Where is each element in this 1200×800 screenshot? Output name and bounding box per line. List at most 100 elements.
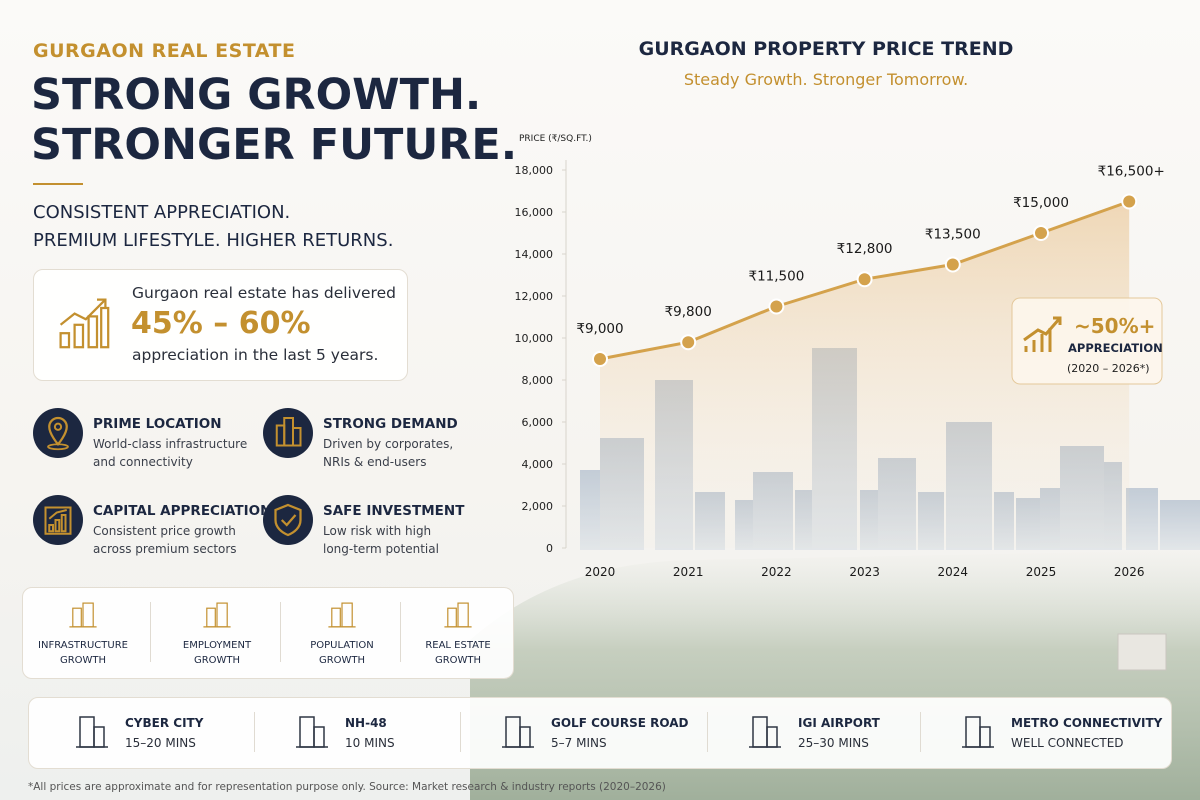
headline: STRONG GROWTH. xyxy=(31,70,482,120)
drivers-card xyxy=(22,587,514,679)
y-tick-label: 4,000 xyxy=(522,458,554,471)
chart-title: GURGAON PROPERTY PRICE TREND xyxy=(639,38,1014,60)
house xyxy=(1117,633,1167,671)
y-tick-label: 2,000 xyxy=(522,500,554,513)
feature-icon-glyph xyxy=(47,416,69,451)
feature-text: long-term potential xyxy=(323,542,439,556)
connectivity-time: 5–7 MINS xyxy=(551,736,607,750)
driver-icon xyxy=(325,598,359,632)
driver-label: GROWTH xyxy=(318,655,366,666)
growth-icon-glyph xyxy=(59,298,110,349)
value-label: ₹16,500+ xyxy=(1098,164,1165,180)
x-tick-label: 2021 xyxy=(673,565,704,579)
driver-icon-glyph xyxy=(69,602,97,628)
driver-label: GROWTH xyxy=(193,655,241,666)
connectivity-icon-glyph xyxy=(296,716,328,748)
feature-text: across premium sectors xyxy=(93,542,237,556)
driver-label: REAL ESTATE xyxy=(425,640,491,651)
connectivity-icon-glyph xyxy=(76,716,108,748)
connectivity-place: NH-48 xyxy=(345,716,387,730)
driver-icon xyxy=(66,598,100,632)
y-tick-label: 14,000 xyxy=(515,248,554,261)
connectivity-divider xyxy=(707,712,708,752)
connectivity-time: 10 MINS xyxy=(345,736,395,750)
connectivity-icon xyxy=(498,710,538,752)
driver-icon-glyph xyxy=(444,602,472,628)
feature-text: and connectivity xyxy=(93,455,193,469)
feature-icon-glyph xyxy=(44,506,72,535)
connectivity-icon xyxy=(72,710,112,752)
connectivity-icon xyxy=(292,710,332,752)
value-label: ₹9,000 xyxy=(576,321,623,337)
y-tick-label: 12,000 xyxy=(515,290,554,303)
x-tick-label: 2026 xyxy=(1114,565,1145,579)
connectivity-place: GOLF COURSE ROAD xyxy=(551,716,689,730)
feature-icon xyxy=(263,408,313,458)
driver-icon-glyph xyxy=(328,602,356,628)
connectivity-card xyxy=(28,697,1172,769)
connectivity-divider xyxy=(254,712,255,752)
callout-box xyxy=(1011,297,1163,385)
x-tick-label: 2022 xyxy=(761,565,792,579)
value-label: ₹9,800 xyxy=(665,304,712,320)
highlight-intro: Gurgaon real estate has delivered xyxy=(132,284,396,302)
feature-title: STRONG DEMAND xyxy=(323,416,458,432)
headline: STRONGER FUTURE. xyxy=(31,120,518,170)
feature-icon xyxy=(33,408,83,458)
feature-text: Consistent price growth xyxy=(93,524,236,538)
driver-icon xyxy=(441,598,475,632)
y-tick-label: 0 xyxy=(546,542,553,555)
y-axis-label: PRICE (₹/SQ.FT.) xyxy=(519,134,592,144)
value-label: ₹15,000 xyxy=(1013,195,1069,211)
connectivity-time: WELL CONNECTED xyxy=(1011,736,1124,750)
x-tick-label: 2025 xyxy=(1026,565,1057,579)
callout-value: ~50%+ xyxy=(1074,314,1155,338)
driver-label: GROWTH xyxy=(434,655,482,666)
data-point xyxy=(680,334,697,351)
connectivity-icon xyxy=(958,710,998,752)
driver-label: GROWTH xyxy=(59,655,107,666)
callout-label: APPRECIATION xyxy=(1068,341,1163,355)
value-label: ₹11,500 xyxy=(748,269,804,285)
connectivity-icon xyxy=(745,710,785,752)
footnote: *All prices are approximate and for repr… xyxy=(28,781,666,793)
connectivity-time: 15–20 MINS xyxy=(125,736,196,750)
highlight-outro: appreciation in the last 5 years. xyxy=(132,346,379,364)
driver-divider xyxy=(279,602,281,662)
connectivity-time: 25–30 MINS xyxy=(798,736,869,750)
y-tick-label: 18,000 xyxy=(515,164,554,177)
data-point xyxy=(768,298,785,315)
connectivity-icon-glyph xyxy=(502,716,534,748)
area xyxy=(600,201,1130,548)
divider xyxy=(33,183,83,185)
y-tick-label: 6,000 xyxy=(522,416,554,429)
tagline: CONSISTENT APPRECIATION. xyxy=(33,202,291,223)
feature-title: SAFE INVESTMENT xyxy=(323,503,465,519)
driver-icon xyxy=(200,598,234,632)
callout-icon xyxy=(1023,316,1062,352)
connectivity-divider xyxy=(460,712,461,752)
connectivity-icon-glyph xyxy=(962,716,994,748)
driver-label: EMPLOYMENT xyxy=(182,640,252,651)
y-tick-label: 16,000 xyxy=(515,206,554,219)
highlight-figure: 45% – 60% xyxy=(131,306,311,341)
feature-icon-glyph xyxy=(275,417,302,447)
data-point xyxy=(944,256,961,273)
y-tick-label: 10,000 xyxy=(515,332,554,345)
connectivity-place: CYBER CITY xyxy=(125,716,204,730)
x-tick-label: 2020 xyxy=(585,565,616,579)
feature-icon xyxy=(263,495,313,545)
connectivity-icon-glyph xyxy=(749,716,781,748)
value-label: ₹13,500 xyxy=(925,227,981,243)
x-tick-label: 2024 xyxy=(938,565,969,579)
eyebrow: GURGAON REAL ESTATE xyxy=(33,40,296,62)
value-label: ₹12,800 xyxy=(837,241,893,257)
feature-title: PRIME LOCATION xyxy=(93,416,222,432)
driver-label: POPULATION xyxy=(310,640,374,651)
driver-divider xyxy=(150,602,151,662)
data-point xyxy=(856,271,873,288)
feature-text: Low risk with high xyxy=(323,524,432,538)
